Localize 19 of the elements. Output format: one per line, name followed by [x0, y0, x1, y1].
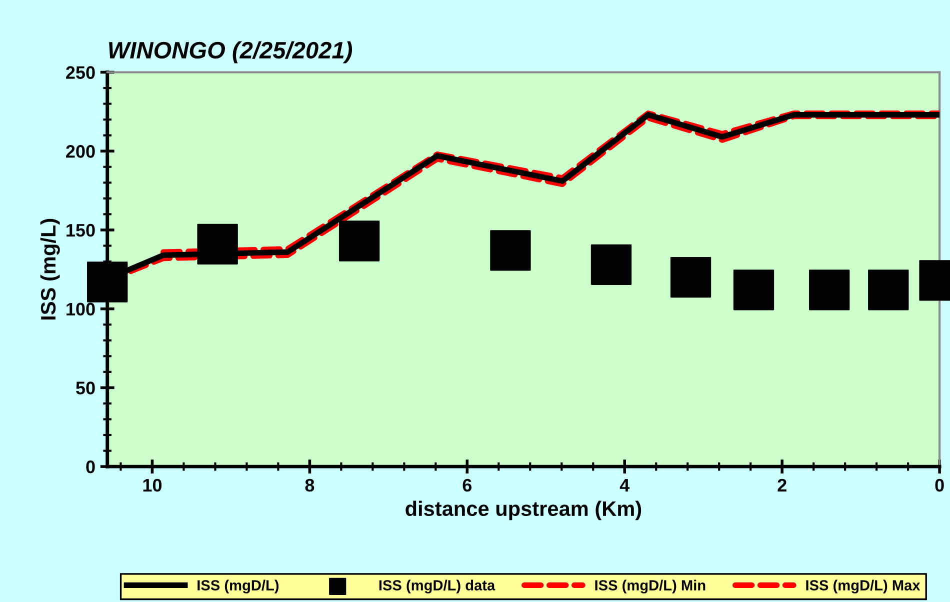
y-tick-label: 50	[76, 382, 95, 394]
y-tick-label: 150	[66, 224, 95, 237]
y-tick-label: 250	[66, 66, 95, 79]
y-tick-label: 200	[66, 145, 95, 158]
legend-label: ISS (mgD/L) data	[379, 580, 496, 594]
x-tick-label: 2	[778, 478, 786, 492]
y-tick-label: 100	[66, 302, 95, 316]
x-axis-title: distance upstream (Km)	[406, 500, 642, 520]
chart-title: WINONGO (2/25/2021)	[109, 41, 352, 64]
x-tick-label: 0	[935, 478, 944, 492]
x-tick-label: 6	[462, 478, 472, 492]
y-tick-label: 0	[86, 460, 95, 474]
y-axis-title: ISS (mg/L)	[40, 218, 60, 320]
x-tick-label: 4	[620, 479, 630, 492]
legend-label: ISS (mgD/L) Min	[595, 580, 706, 594]
x-tick-label: 10	[143, 478, 162, 492]
legend-label: ISS (mgD/L) Max	[806, 580, 920, 594]
x-tick-label: 8	[305, 478, 314, 492]
legend-label: ISS (mgD/L)	[198, 580, 279, 594]
